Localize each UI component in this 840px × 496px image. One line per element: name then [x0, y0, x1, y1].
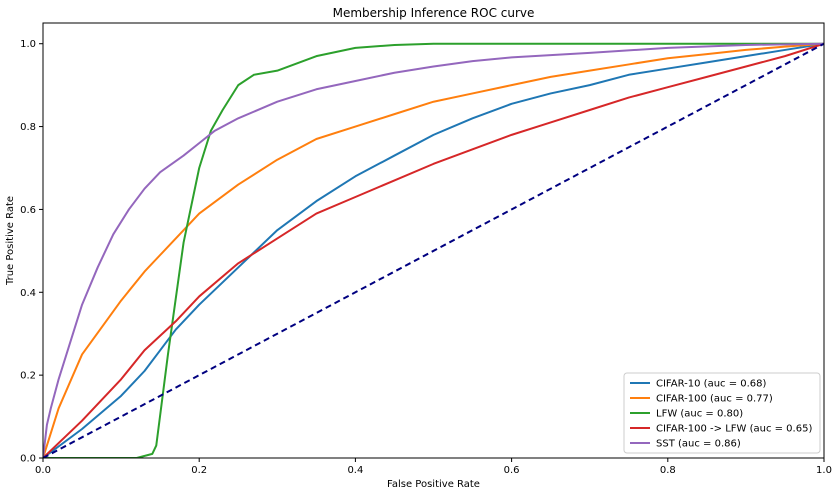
plot-frame: [42, 22, 825, 459]
legend-entry-2: CIFAR-100 (auc = 0.77): [656, 394, 773, 405]
series-line-2: [43, 42, 824, 458]
series-line-4: [43, 42, 824, 458]
legend-box: [623, 372, 821, 454]
chart-title: Membership Inference ROC curve: [333, 6, 535, 20]
x-tick-label: 0.2: [191, 465, 207, 476]
x-axis-title: False Positive Rate: [387, 479, 480, 490]
legend-entry-4: CIFAR-100 -> LFW (auc = 0.65): [656, 424, 812, 435]
y-tick-label: 0.8: [20, 122, 36, 133]
legend-entry-5: SST (auc = 0.86): [656, 439, 741, 450]
y-tick-label: 1.0: [20, 39, 36, 50]
series-group: [43, 42, 824, 458]
series-line-3: [43, 42, 824, 458]
y-tick-label: 0.0: [20, 454, 36, 465]
legend: CIFAR-10 (auc = 0.68) CIFAR-100 (auc = 0.…: [623, 372, 821, 454]
series-line-1: [43, 42, 824, 458]
y-tick-label: 0.4: [20, 288, 36, 299]
y-axis-title: True Positive Rate: [5, 196, 16, 286]
x-tick-label: 0.4: [347, 465, 363, 476]
legend-entry-3: LFW (auc = 0.80): [656, 409, 743, 420]
series-line-5: [43, 42, 824, 458]
x-tick-label: 0.8: [660, 465, 676, 476]
legend-entry-1: CIFAR-10 (auc = 0.68): [656, 379, 767, 390]
plot-area: [43, 42, 824, 458]
y-tick-label: 0.6: [20, 205, 36, 216]
x-tick-label: 1.0: [816, 465, 832, 476]
axes: 0.0 0.2 0.4 0.6 0.8 1.0 0.0 0.2 0.4 0.6 0.8 1.0: [20, 22, 832, 476]
x-tick-label: 0.0: [35, 465, 51, 476]
x-tick-label: 0.6: [504, 465, 520, 476]
reference-diagonal-line: [43, 42, 824, 458]
y-tick-label: 0.2: [20, 371, 36, 382]
